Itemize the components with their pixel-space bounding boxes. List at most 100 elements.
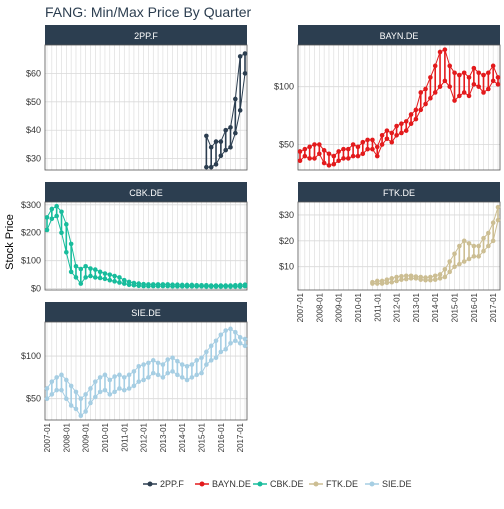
max-point <box>423 86 428 92</box>
x-tick-label: 2009-01 <box>335 292 344 322</box>
max-point <box>302 146 308 152</box>
min-point <box>136 379 142 384</box>
legend-label: BAYN.DE <box>212 479 251 489</box>
min-point <box>326 163 332 168</box>
min-point <box>121 387 127 393</box>
max-point <box>126 279 132 285</box>
min-point <box>213 162 219 167</box>
y-tick-label: $50 <box>26 97 41 107</box>
min-point <box>208 164 214 170</box>
max-point <box>389 130 395 136</box>
max-point <box>64 222 69 227</box>
min-point <box>117 386 122 391</box>
x-tick-label: 2010-01 <box>101 422 110 452</box>
min-point <box>184 377 190 383</box>
max-point <box>428 274 433 280</box>
min-point <box>54 213 59 219</box>
max-point <box>490 220 496 226</box>
max-point <box>297 149 303 154</box>
min-point <box>83 275 88 280</box>
max-point <box>88 386 93 391</box>
min-point <box>490 78 496 84</box>
facet-strip-label: SIE.DE <box>131 308 161 318</box>
max-point <box>146 282 151 287</box>
max-point <box>73 389 79 395</box>
min-point <box>336 158 341 164</box>
min-point <box>312 156 317 161</box>
panel-border <box>44 321 248 421</box>
legend-key-point <box>147 481 153 487</box>
y-tick-label: $100 <box>21 256 41 266</box>
max-point <box>165 357 171 362</box>
min-point <box>242 71 248 76</box>
min-point <box>350 153 356 159</box>
max-point <box>136 364 142 369</box>
x-tick-label: 2015-01 <box>198 422 207 452</box>
max-point <box>237 335 243 340</box>
max-point <box>481 72 486 78</box>
max-point <box>447 63 453 69</box>
min-point <box>141 377 146 383</box>
max-point <box>204 282 209 288</box>
max-point <box>141 362 146 367</box>
max-point <box>117 372 122 378</box>
max-point <box>49 379 55 384</box>
facet-strip-label: FTK.DE <box>383 188 415 198</box>
x-tick-label: 2008-01 <box>62 422 71 452</box>
min-point <box>97 389 103 395</box>
max-point <box>131 280 137 286</box>
max-point <box>117 275 122 280</box>
plot-panel <box>298 202 500 290</box>
min-point <box>175 372 180 378</box>
max-point <box>68 383 74 389</box>
max-point <box>44 386 50 391</box>
min-point <box>471 254 477 259</box>
facet-sie-de: SIE.DE $50 $100 2007-01 2008-01 2009-01 2010-0… <box>21 302 248 452</box>
facet-panels: 2PP.F $30 $40 $50 $60 BAYN.DE $50 $100 CBK.DE $0 $… <box>21 25 501 452</box>
min-point <box>490 238 496 244</box>
legend-label: 2PP.F <box>160 479 184 489</box>
min-point <box>92 394 98 400</box>
min-point <box>360 151 366 157</box>
min-point <box>155 372 161 378</box>
max-point <box>399 121 404 127</box>
facet-strip <box>298 25 500 45</box>
y-tick-label: $40 <box>26 125 41 135</box>
max-point <box>112 273 117 279</box>
min-point <box>428 95 433 101</box>
max-point <box>228 283 233 288</box>
min-point <box>399 130 404 136</box>
min-point <box>370 146 375 152</box>
min-point <box>374 153 380 159</box>
min-point <box>413 116 419 122</box>
max-point <box>78 396 84 401</box>
facet-strip <box>45 302 247 322</box>
x-tick-label: 2011-01 <box>120 422 129 451</box>
max-point <box>341 146 346 152</box>
max-point <box>442 47 448 52</box>
max-point <box>379 132 385 138</box>
min-point <box>64 249 69 255</box>
y-tick-label: $10 <box>279 262 294 272</box>
max-point <box>170 282 175 287</box>
max-point <box>312 142 317 147</box>
max-point <box>233 329 238 335</box>
min-point <box>476 254 481 259</box>
max-point <box>175 282 180 287</box>
min-point <box>170 369 175 374</box>
max-point <box>237 282 243 288</box>
min-point <box>117 280 122 285</box>
max-point <box>218 332 224 338</box>
min-point <box>389 279 395 285</box>
x-tick-label: 2014-01 <box>431 292 440 322</box>
max-point <box>92 267 98 272</box>
max-point <box>160 282 166 287</box>
min-point <box>321 160 327 166</box>
min-point <box>471 82 477 87</box>
facet-strip <box>45 182 247 202</box>
min-point <box>317 151 322 157</box>
max-point <box>389 276 395 281</box>
panel-border <box>297 201 501 291</box>
max-point <box>54 375 59 380</box>
max-point <box>486 230 491 236</box>
